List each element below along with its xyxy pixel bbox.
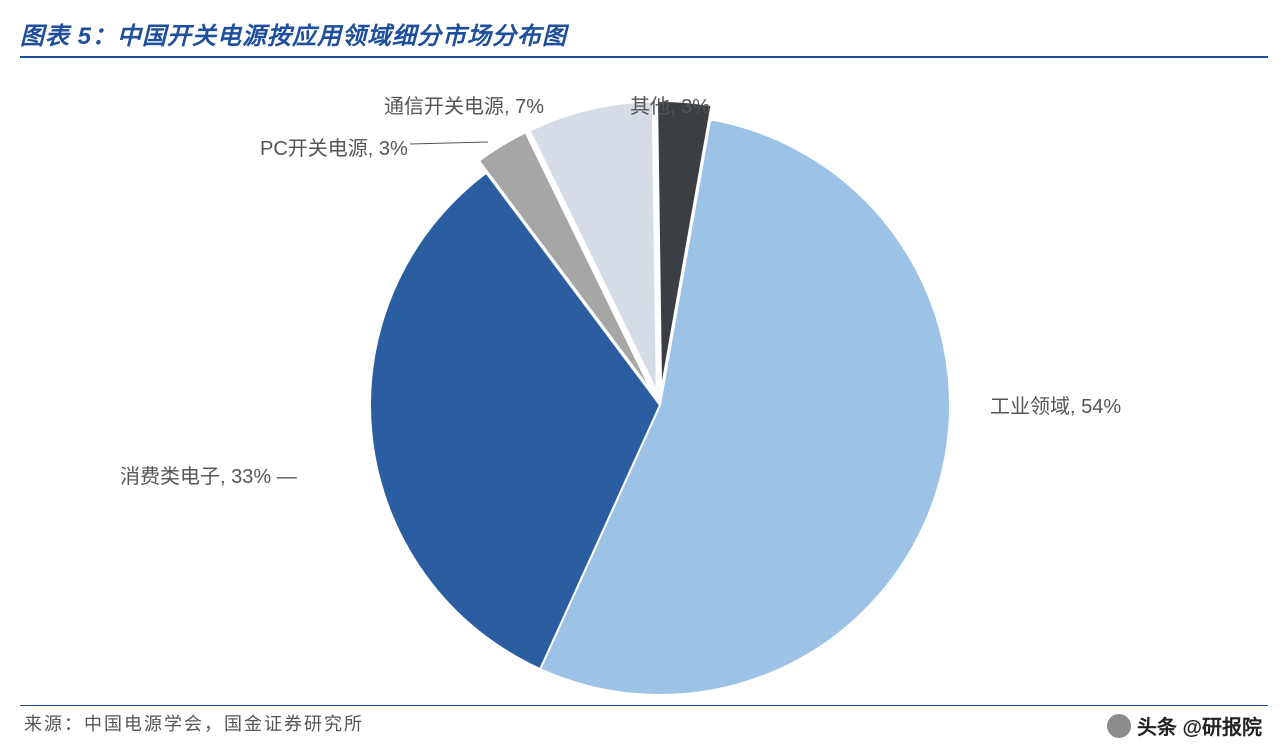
- source-text: 来源：中国电源学会，国金证券研究所: [24, 710, 364, 736]
- slice-label: 其他, 3%: [630, 90, 710, 119]
- chart-title: 图表 5：中国开关电源按应用领域细分市场分布图: [20, 16, 1268, 51]
- chart-title-text: 图表 5：中国开关电源按应用领域细分市场分布图: [20, 23, 567, 50]
- pie-svg: [0, 60, 1288, 700]
- source-text-value: 来源：中国电源学会，国金证券研究所: [24, 714, 364, 734]
- watermark-avatar-icon: [1107, 714, 1131, 738]
- slice-label: PC开关电源, 3%: [260, 132, 408, 161]
- watermark-text: 头条 @研报院: [1137, 711, 1262, 740]
- source-divider: [20, 705, 1268, 706]
- slice-label: 通信开关电源, 7%: [384, 90, 544, 119]
- slice-label: 消费类电子, 33% —: [120, 460, 297, 489]
- slice-label: 工业领域, 54%: [990, 390, 1121, 419]
- pie-chart: 工业领域, 54% 消费类电子, 33% — PC开关电源, 3% 通信开关电源, 7…: [0, 60, 1288, 700]
- watermark: 头条 @研报院: [1107, 711, 1262, 740]
- title-underline: [20, 56, 1268, 58]
- leader-line: [410, 142, 488, 144]
